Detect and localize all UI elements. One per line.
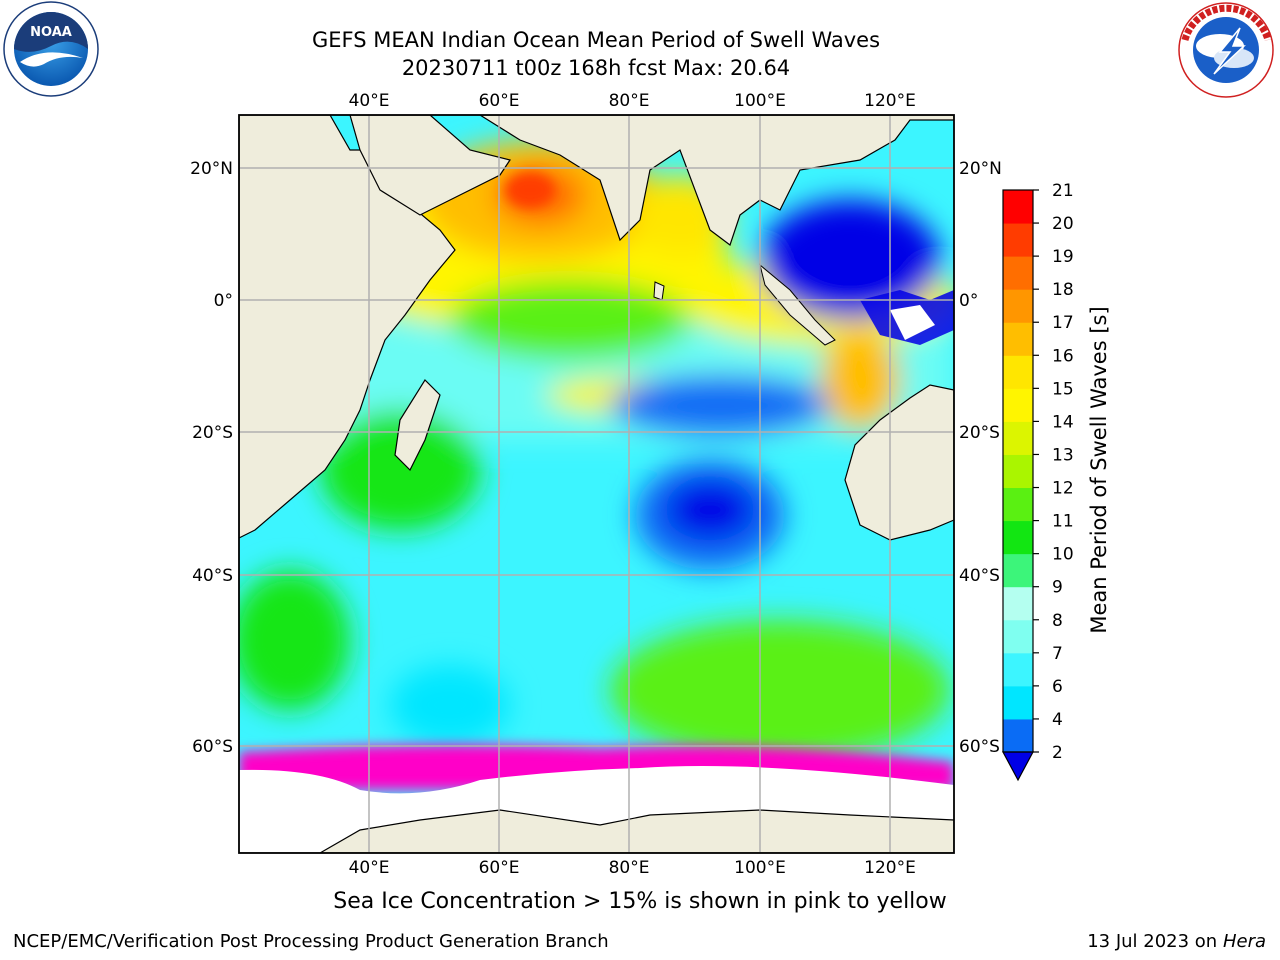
lon-label-bottom: 80°E — [609, 858, 650, 878]
colorbar-tick-label: 20 — [1052, 214, 1074, 234]
colorbar: 2 4 6 7 8 9 10 11 12 13 14 15 16 17 18 19 20 21 — [1001, 181, 1074, 782]
colorbar-tick-label: 21 — [1052, 181, 1074, 201]
lat-label-right: 20°N — [959, 159, 1002, 179]
colorbar-tick-label: 8 — [1052, 611, 1063, 631]
colorbar-swatch — [1003, 355, 1033, 389]
colorbar-swatch — [1003, 520, 1033, 555]
colorbar-tick-label: 10 — [1052, 545, 1074, 565]
colorbar-label: Mean Period of Swell Waves [s] — [1087, 306, 1111, 633]
lon-labels: 40°E 60°E 80°E 100°E 120°E 40°E 60°E 80°… — [349, 91, 916, 878]
credit-text: NCEP/EMC/Verification Post Processing Pr… — [13, 931, 609, 952]
colorbar-swatch — [1003, 322, 1033, 356]
run-date-prefix: 13 Jul 2023 on — [1087, 931, 1223, 952]
colorbar-swatch — [1003, 388, 1033, 422]
sea-ice-note: Sea Ice Concentration > 15% is shown in … — [333, 889, 947, 914]
colorbar-extend-min — [1001, 751, 1035, 782]
colorbar-tick-label: 4 — [1052, 710, 1063, 730]
nws-logo — [1178, 2, 1274, 98]
colorbar-swatch — [1003, 619, 1033, 654]
colorbar-tick-label: 19 — [1052, 247, 1074, 267]
lat-labels: 20°N 0° 20°S 40°S 60°S 20°N 0° 20°S 40°S… — [190, 159, 1002, 757]
lat-label-left: 60°S — [192, 737, 233, 757]
lat-label-right: 20°S — [959, 423, 1000, 443]
swell-period-map — [239, 115, 954, 853]
colorbar-tick-label: 11 — [1052, 512, 1074, 532]
colorbar-swatch — [1003, 718, 1033, 753]
colorbar-frame — [1002, 189, 1034, 753]
lon-label-bottom: 60°E — [479, 858, 520, 878]
colorbar-tick-label: 7 — [1052, 644, 1063, 664]
lat-label-left: 20°S — [192, 423, 233, 443]
colorbar-swatch — [1003, 190, 1033, 224]
map-subtitle: 20230711 t00z 168h fcst Max: 20.64 — [401, 56, 791, 80]
colorbar-tick-label: 13 — [1052, 445, 1074, 465]
lon-label-top: 120°E — [864, 91, 916, 111]
lon-label-bottom: 40°E — [349, 858, 390, 878]
colorbar-tick-label: 9 — [1052, 578, 1063, 598]
colorbar-tick-label: 14 — [1052, 412, 1074, 432]
lat-label-right: 0° — [959, 291, 978, 311]
map-title: GEFS MEAN Indian Ocean Mean Period of Sw… — [311, 28, 881, 52]
lat-label-right: 40°S — [959, 566, 1000, 586]
colorbar-swatch — [1003, 586, 1033, 621]
colorbar-tick-label: 15 — [1052, 379, 1074, 399]
colorbar-swatch — [1003, 421, 1033, 455]
colorbar-swatch — [1003, 652, 1033, 687]
run-date: 13 Jul 2023 on Hera — [1087, 931, 1266, 952]
colorbar-tick-label: 16 — [1052, 346, 1074, 366]
machine-name: Hera — [1222, 931, 1266, 952]
colorbar-swatch — [1003, 223, 1033, 257]
lat-label-right: 60°S — [959, 737, 1000, 757]
colorbar-swatch — [1003, 454, 1033, 489]
lon-label-top: 60°E — [479, 91, 520, 111]
colorbar-swatch — [1003, 685, 1033, 720]
colorbar-tick-label: 2 — [1052, 743, 1063, 763]
lat-label-left: 0° — [214, 291, 233, 311]
colorbar-tick-label: 17 — [1052, 313, 1074, 333]
colorbar-swatch — [1003, 289, 1033, 323]
noaa-logo-text: NOAA — [30, 25, 72, 40]
colorbar-tick-label: 6 — [1052, 677, 1063, 697]
colorbar-swatch — [1003, 256, 1033, 290]
lon-label-top: 80°E — [609, 91, 650, 111]
colorbar-swatch — [1003, 553, 1033, 588]
lon-label-top: 100°E — [734, 91, 786, 111]
noaa-logo: NOAA — [3, 1, 99, 97]
lat-label-left: 40°S — [192, 566, 233, 586]
colorbar-tick-label: 12 — [1052, 479, 1074, 499]
colorbar-swatch — [1003, 487, 1033, 522]
lon-label-bottom: 100°E — [734, 858, 786, 878]
map-frame — [238, 114, 955, 854]
lon-label-bottom: 120°E — [864, 858, 916, 878]
colorbar-tick-label: 18 — [1052, 280, 1074, 300]
map-gridlines — [239, 115, 954, 853]
lat-label-left: 20°N — [190, 159, 233, 179]
lon-label-top: 40°E — [349, 91, 390, 111]
